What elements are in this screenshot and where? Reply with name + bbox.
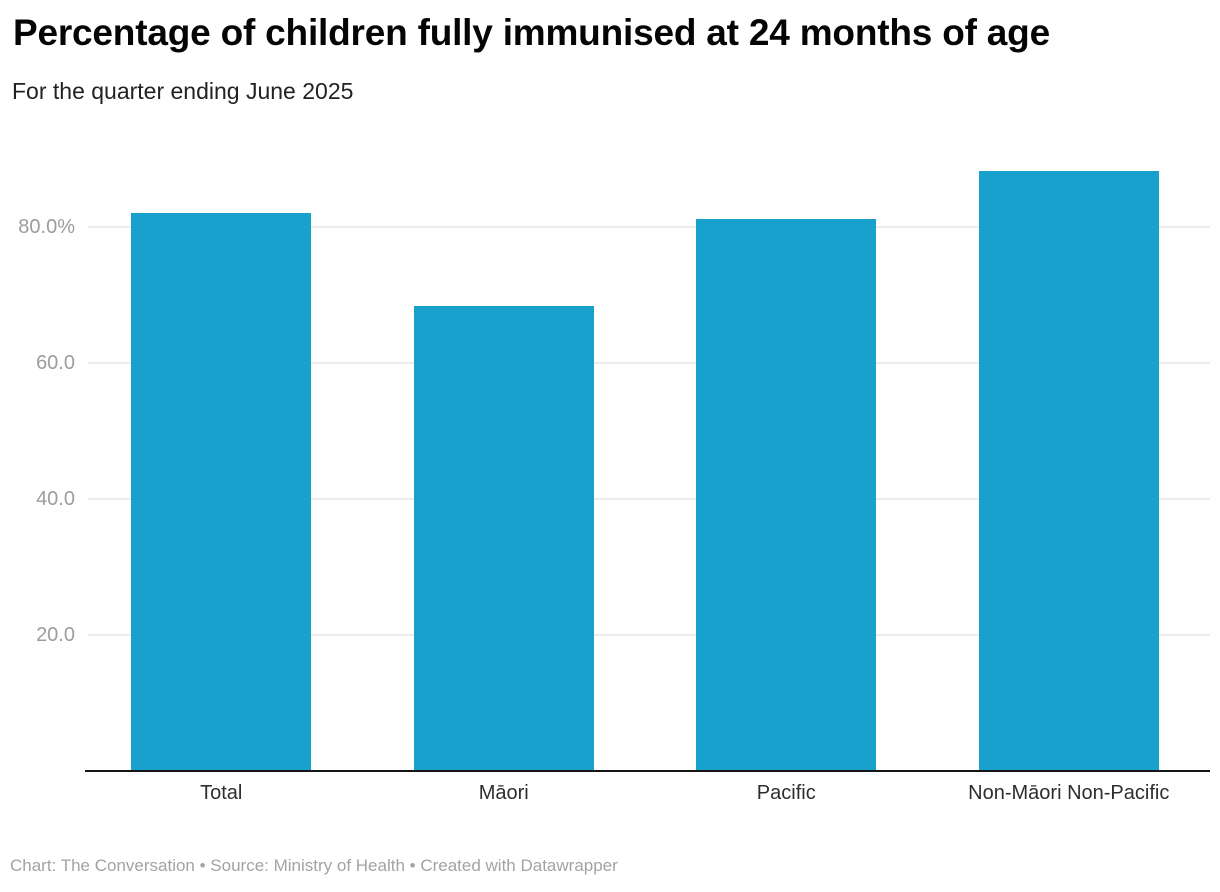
bar-total xyxy=(131,213,312,771)
y-tick-label: 40.0 xyxy=(36,488,75,510)
x-axis-labels: Total Māori Pacific Non-Māori Non-Pacific xyxy=(80,782,1210,805)
gridline-80 xyxy=(88,226,1210,228)
bars-row xyxy=(80,159,1210,771)
bar-non-m-ori-non-pacific xyxy=(978,171,1159,771)
gridline-40 xyxy=(88,498,1210,500)
footer-credit: Chart: The Conversation • Source: Minist… xyxy=(10,856,618,875)
chart-title: Percentage of children fully immunised a… xyxy=(13,12,1050,53)
bar-pacific xyxy=(696,219,877,771)
plot-area xyxy=(80,159,1210,771)
bar-column xyxy=(645,219,928,771)
bar-column xyxy=(80,213,363,771)
y-tick-label: 80.0% xyxy=(18,216,75,238)
gridline-60 xyxy=(88,362,1210,364)
bar-m-ori xyxy=(413,306,594,771)
y-tick-label: 20.0 xyxy=(36,624,75,646)
x-axis-label: Total xyxy=(200,782,243,804)
x-axis-label: Māori xyxy=(478,782,529,804)
chart-subtitle: For the quarter ending June 2025 xyxy=(12,78,354,104)
x-axis-label: Pacific xyxy=(756,782,816,804)
bar-column xyxy=(928,171,1211,771)
y-tick-label: 60.0 xyxy=(36,352,75,374)
gridline-20 xyxy=(88,634,1210,636)
x-axis-line xyxy=(85,770,1210,772)
bar-column xyxy=(363,306,646,771)
x-axis-label: Non-Māori Non-Pacific xyxy=(968,782,1170,804)
